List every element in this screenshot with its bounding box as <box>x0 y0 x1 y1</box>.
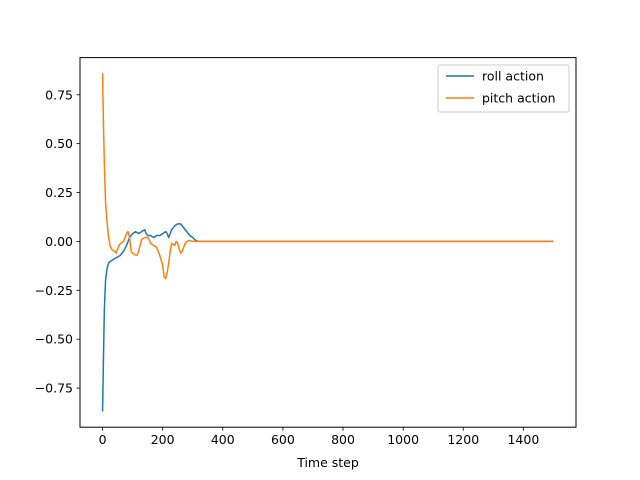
legend-label-pitch-action: pitch action <box>482 91 556 106</box>
x-axis: 0 200 400 600 800 1000 1200 1400 <box>99 427 539 447</box>
y-tick-label: 0.75 <box>45 87 73 102</box>
legend-label-roll-action: roll action <box>482 69 544 84</box>
x-tick-label: 200 <box>151 432 175 447</box>
y-axis: −0.75 −0.50 −0.25 0.00 0.25 0.50 0.75 <box>35 87 80 396</box>
series-line-pitch-action <box>101 73 554 280</box>
x-tick-label: 1000 <box>387 432 419 447</box>
x-tick-label: 600 <box>271 432 295 447</box>
y-tick-label: 0.50 <box>45 136 73 151</box>
x-axis-label: Time step <box>296 455 359 470</box>
x-tick-label: 1200 <box>447 432 479 447</box>
x-tick-label: 1400 <box>507 432 539 447</box>
y-tick-label: −0.50 <box>35 332 73 347</box>
y-tick-label: 0.25 <box>45 185 73 200</box>
legend: roll action pitch action <box>437 64 570 113</box>
y-tick-label: −0.25 <box>35 283 73 298</box>
plot-frame <box>79 57 577 428</box>
x-tick-label: 400 <box>211 432 235 447</box>
x-tick-label: 800 <box>331 432 355 447</box>
y-tick-label: 0.00 <box>45 234 73 249</box>
series-layer <box>101 73 554 412</box>
x-tick-label: 0 <box>99 432 107 447</box>
y-tick-label: −0.75 <box>35 381 73 396</box>
